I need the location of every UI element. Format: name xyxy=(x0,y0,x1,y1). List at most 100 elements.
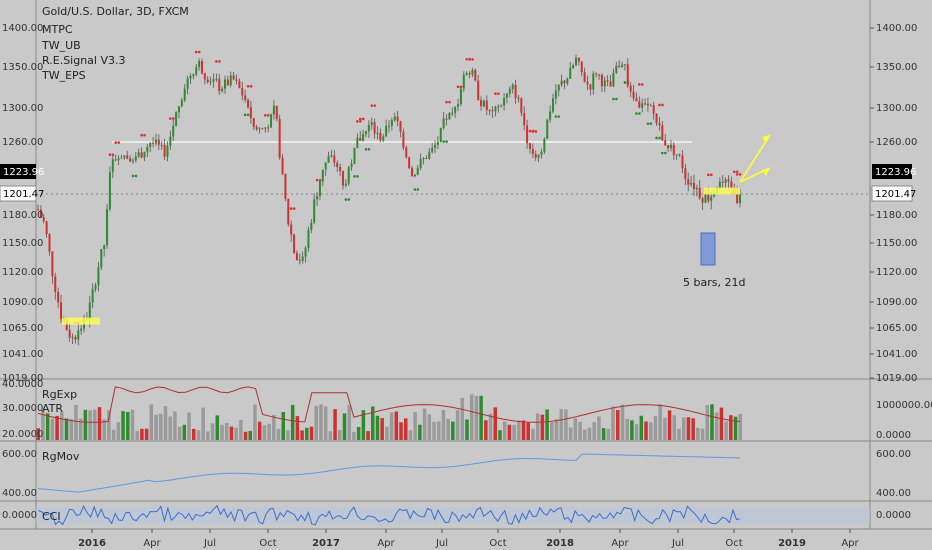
atr-bar xyxy=(521,420,526,440)
atr-bar xyxy=(356,426,361,440)
candle-body xyxy=(264,127,267,129)
atr-bar xyxy=(328,431,333,440)
signal-dot xyxy=(732,170,736,174)
candle-body xyxy=(258,128,261,130)
atr-bar xyxy=(601,428,606,440)
candle-body xyxy=(661,125,664,141)
rgmov-right-tick: 600.00 xyxy=(876,449,911,460)
candle-body xyxy=(215,78,218,80)
candle-body xyxy=(149,142,152,148)
atr-bar xyxy=(361,410,366,440)
candle-body xyxy=(669,144,672,149)
atr-bar xyxy=(267,423,271,440)
signal-dot xyxy=(367,147,371,151)
candle-body xyxy=(543,138,546,152)
candle-body xyxy=(321,169,324,182)
signal-dot xyxy=(218,60,221,63)
candle-body xyxy=(103,245,106,249)
signal-dot xyxy=(445,140,448,143)
candle-body xyxy=(333,155,336,163)
atr-bar xyxy=(630,420,634,440)
candle-body xyxy=(224,79,227,89)
atr-bar xyxy=(88,410,92,440)
candle-body xyxy=(690,182,693,185)
atr-bar xyxy=(691,418,695,440)
signal-dot xyxy=(194,50,198,54)
candle-body xyxy=(402,131,405,148)
candle-body xyxy=(396,116,399,122)
candle-body xyxy=(672,144,675,155)
candle-body xyxy=(60,302,63,320)
atr-bar xyxy=(403,418,408,440)
signal-dot xyxy=(638,112,641,115)
atr-bar xyxy=(474,395,479,440)
atr-bar xyxy=(314,405,318,440)
panel-label-rgmov: RgMov xyxy=(42,450,80,463)
candle-body xyxy=(416,167,419,175)
price-axis-label-right: 1019.00 xyxy=(876,373,917,384)
candle-body xyxy=(600,74,603,87)
candle-body xyxy=(505,93,508,98)
candle-body xyxy=(471,69,474,75)
atr-bar xyxy=(352,431,356,440)
candle-body xyxy=(422,158,425,160)
atr-bar xyxy=(366,431,370,440)
signal-dot xyxy=(169,117,172,120)
signal-dot xyxy=(664,151,667,155)
atr-bar xyxy=(173,411,177,440)
candle-body xyxy=(641,103,644,108)
candle-body xyxy=(684,168,687,180)
candle-body xyxy=(186,78,189,89)
atr-line xyxy=(37,386,741,423)
candle-body xyxy=(373,122,376,134)
atr-bar xyxy=(535,413,540,440)
candle-body xyxy=(514,84,517,98)
signal-dot xyxy=(131,174,135,178)
candle-body xyxy=(359,137,362,141)
atr-bar xyxy=(239,419,243,440)
crosshair-price-badge: 1201.47 xyxy=(3,189,44,200)
candle-body xyxy=(560,80,563,85)
candle-body xyxy=(485,100,488,111)
candle-body xyxy=(310,222,313,230)
candle-body xyxy=(74,337,77,340)
candle-body xyxy=(160,144,163,146)
atr-bar xyxy=(50,418,55,440)
candle-body xyxy=(517,97,520,99)
candle-body xyxy=(557,84,560,91)
candle-body xyxy=(39,209,42,218)
candle-body xyxy=(534,153,537,158)
candle-body xyxy=(531,148,534,154)
atr-bar xyxy=(149,404,154,440)
text-layer: Gold/U.S. Dollar, 3D, FXCM MTPC TW_UB R.… xyxy=(41,5,745,523)
candle-body xyxy=(724,179,727,183)
atr-bar xyxy=(206,431,210,440)
candle-body xyxy=(615,65,618,73)
candle-body xyxy=(57,291,60,303)
candle-body xyxy=(462,74,465,89)
candle-body xyxy=(347,167,350,184)
signal-dot xyxy=(612,97,615,101)
atr-bar xyxy=(154,414,158,440)
signal-dot xyxy=(266,114,270,117)
atr-bar xyxy=(564,409,568,440)
candle-body xyxy=(275,105,278,120)
atr-bar xyxy=(229,426,234,440)
candle-body xyxy=(592,73,595,90)
atr-bar xyxy=(578,421,582,440)
yellow-zone-2018 xyxy=(704,187,740,195)
candle-body xyxy=(626,64,629,86)
candle-body xyxy=(313,199,316,223)
crosshair-price-badge-bg xyxy=(0,185,37,202)
candle-body xyxy=(189,75,192,79)
signal-dot xyxy=(661,103,664,107)
atr-bar xyxy=(342,413,347,440)
signal-dot xyxy=(638,83,641,86)
atr-bar xyxy=(97,407,102,440)
candle-body xyxy=(692,182,695,190)
signal-dot xyxy=(442,140,445,143)
candle-body xyxy=(140,152,143,158)
signal-dot xyxy=(215,60,218,63)
candle-body xyxy=(612,72,615,87)
